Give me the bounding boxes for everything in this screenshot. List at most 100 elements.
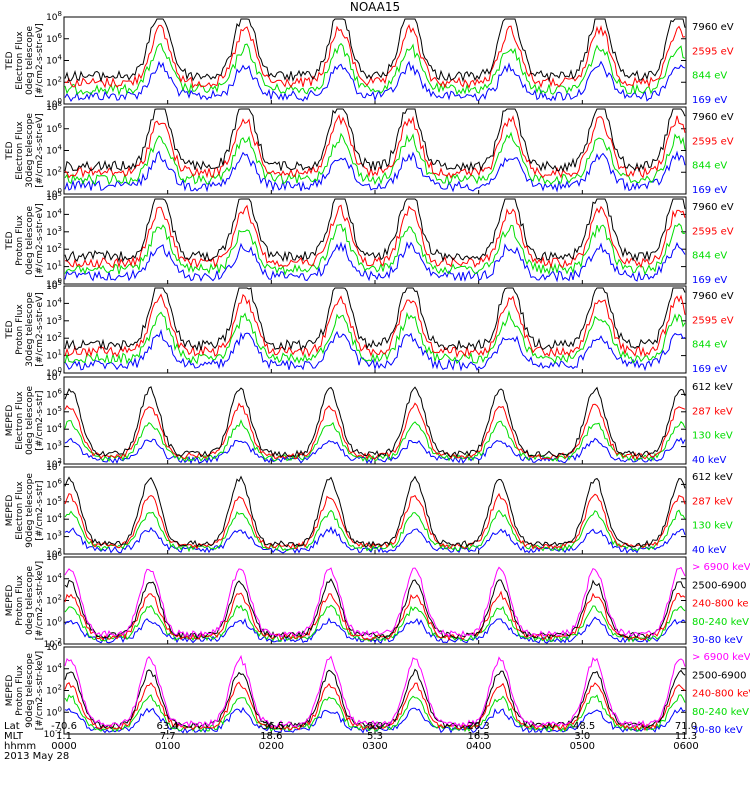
legend-entry: 2595 eV (692, 46, 734, 57)
y-axis-label: 0deg telescope (25, 566, 35, 636)
footer-value: 8.0 (367, 721, 383, 732)
series-trace (64, 223, 686, 276)
y-tick-label: 10-2 (44, 727, 62, 740)
series-trace (64, 419, 686, 462)
panel-4: 100 101 102 103 104 105 TED Proton Flux 30deg te… (5, 279, 734, 379)
y-tick-label: 100 (46, 277, 62, 290)
y-axis-label: TED (5, 141, 15, 160)
legend-entry: > 6900 keV (692, 562, 750, 573)
legend-entry: 844 eV (692, 340, 727, 351)
legend-entry: 7960 eV (692, 22, 734, 33)
series-trace (64, 293, 686, 359)
footer-value: 63.4 (157, 721, 179, 732)
y-axis-label: MEPED (5, 405, 15, 437)
y-axis-label: 0deg telescope (25, 206, 35, 276)
footer-value: 16.5 (468, 731, 490, 742)
series-trace (64, 328, 686, 372)
y-tick-label: 107 (46, 370, 62, 383)
y-axis-label: 30deg telescope (25, 113, 35, 188)
y-tick-label: 104 (46, 207, 62, 220)
panel-frame (63, 376, 687, 465)
legend-entry: 2500-6900 (692, 670, 747, 681)
y-axis-label: Electron Flux (15, 391, 25, 450)
series-trace (64, 668, 686, 730)
y-axis-label: [#/cm2-s-str-keV] (35, 561, 45, 640)
y-axis-label: 0deg telescope (25, 386, 35, 456)
y-axis-label: MEPED (5, 585, 15, 617)
series-trace (64, 706, 686, 734)
y-tick-label: 102 (46, 331, 62, 344)
y-tick-label: 101 (46, 349, 62, 362)
footer-row-label: hhmm (4, 741, 36, 752)
y-axis-label: TED (5, 51, 15, 70)
y-tick-label: 106 (46, 122, 62, 135)
legend-entry: 844 eV (692, 71, 727, 82)
y-tick-label: 104 (46, 296, 62, 309)
y-tick-label: 102 (46, 75, 62, 88)
y-axis-label: MEPED (5, 495, 15, 527)
y-tick-label: 100 (46, 366, 62, 379)
series-trace (64, 198, 686, 263)
y-tick-label: 100 (46, 187, 62, 200)
legend-entry: 2595 eV (692, 136, 734, 147)
panel-7: 10-2 100 102 104 106 MEPED Proton Flux 0deg tel… (5, 550, 750, 650)
y-tick-label: 101 (46, 260, 62, 273)
footer-value: 0600 (673, 741, 698, 752)
legend-entry: 844 eV (692, 251, 727, 262)
y-axis-label: TED (5, 231, 15, 250)
panel-2: 100 102 104 106 108 TED Electron Flux 30deg tel… (5, 100, 734, 200)
y-tick-label: 100 (46, 97, 62, 110)
y-tick-label: 102 (46, 165, 62, 178)
series-trace (64, 241, 686, 283)
footer-value: -48.5 (569, 721, 595, 732)
series-trace (64, 654, 686, 728)
y-axis-label: 90deg telescope (25, 653, 35, 728)
y-axis-label: [#/cm2-s-str-eV] (35, 113, 45, 188)
y-tick-label: 108 (46, 10, 62, 23)
footer-value: 11.3 (675, 731, 697, 742)
footer-value: 0100 (155, 741, 180, 752)
footer-row-label: MLT (4, 731, 24, 742)
y-tick-label: 104 (46, 54, 62, 67)
footer-value: 3.0 (574, 731, 590, 742)
y-axis-label: [#/cm2-s-str] (35, 480, 45, 540)
footer-value: 18.6 (260, 731, 282, 742)
series-trace (64, 23, 686, 89)
legend-entry: 287 keV (692, 406, 733, 417)
series-trace (64, 566, 686, 638)
series-trace (64, 18, 686, 83)
legend-entry: 612 keV (692, 382, 733, 393)
series-trace (64, 590, 686, 642)
series-trace (64, 310, 686, 365)
series-trace (64, 492, 686, 550)
y-axis-label: [#/cm2-s-str-keV] (35, 651, 45, 730)
legend-entry: 80-240 keV (692, 617, 749, 628)
series-trace (64, 681, 686, 732)
legend-entry: 240-800 keV (692, 689, 750, 700)
y-tick-label: 106 (46, 32, 62, 45)
y-axis-label: [#/cm2-s-str-eV] (35, 23, 45, 98)
legend-entry: 130 keV (692, 431, 733, 442)
footer-value: 0500 (570, 741, 595, 752)
y-tick-label: 103 (46, 314, 62, 327)
y-tick-label: 103 (46, 440, 62, 453)
y-tick-label: 104 (46, 572, 62, 585)
y-axis-label: [#/cm2-s-str] (35, 390, 45, 450)
y-tick-label: 102 (46, 457, 62, 470)
y-tick-label: 102 (46, 242, 62, 255)
series-trace (64, 578, 686, 640)
legend-entry: 2500-6900 (692, 580, 747, 591)
legend-entry: 130 keV (692, 521, 733, 532)
footer-value: 7.7 (160, 731, 176, 742)
y-tick-label: 106 (46, 387, 62, 400)
y-tick-label: 103 (46, 530, 62, 543)
footer-value: 20.3 (468, 721, 490, 732)
series-trace (64, 287, 686, 352)
series-trace (64, 108, 686, 173)
footer-value: 0400 (466, 741, 491, 752)
y-tick-label: 100 (46, 705, 62, 718)
legend-entry: 7960 eV (692, 291, 734, 302)
y-tick-label: 105 (46, 279, 62, 292)
y-tick-label: 102 (46, 594, 62, 607)
